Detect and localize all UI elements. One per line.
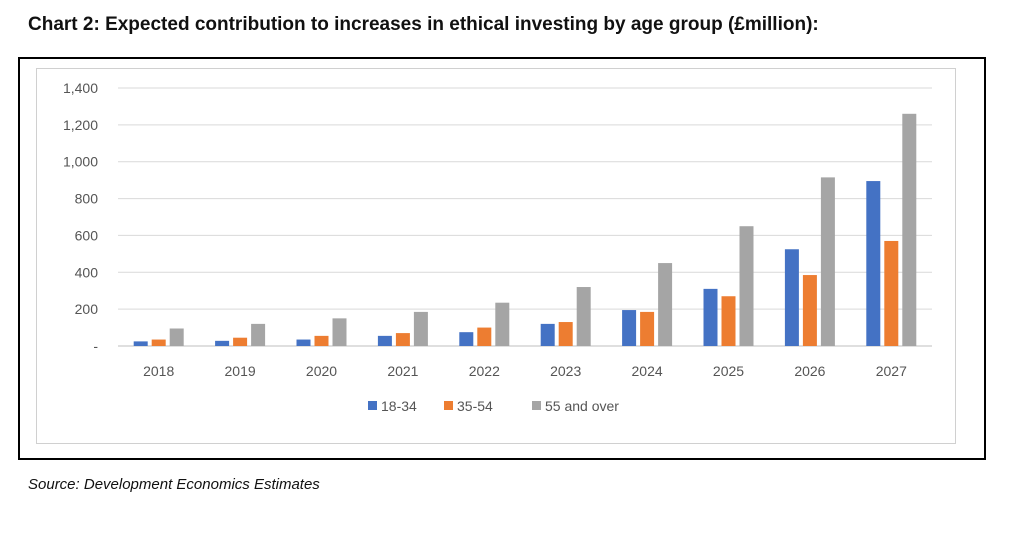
bar-18-34-2023	[540, 323, 555, 346]
bar-35-54-2020	[314, 335, 329, 346]
bar-55-and-over-2024	[658, 263, 673, 346]
bar-35-54-2021	[395, 333, 410, 346]
bar-55-and-over-2025	[739, 226, 754, 346]
y-tick-label: 1,200	[63, 117, 98, 133]
bars	[133, 113, 917, 346]
bar-18-34-2026	[784, 249, 799, 346]
x-tick-label: 2018	[143, 363, 174, 379]
legend-swatch	[532, 401, 541, 410]
bar-55-and-over-2020	[332, 318, 347, 346]
bar-35-54-2023	[558, 322, 573, 346]
bar-18-34-2025	[703, 288, 718, 346]
chart-area	[36, 68, 956, 444]
bar-55-and-over-2019	[251, 323, 266, 346]
source-note: Source: Development Economics Estimates	[28, 476, 320, 493]
bar-18-34-2021	[377, 335, 392, 346]
bar-18-34-2019	[215, 340, 230, 346]
x-tick-label: 2027	[876, 363, 907, 379]
y-tick-label: 1,000	[63, 154, 98, 170]
legend-label: 18-34	[381, 398, 417, 414]
y-tick-label: 200	[75, 301, 99, 317]
x-tick-label: 2022	[469, 363, 500, 379]
y-tick-label: 800	[75, 191, 99, 207]
bar-55-and-over-2027	[902, 113, 917, 346]
chart-frame	[18, 57, 986, 460]
bar-35-54-2019	[233, 337, 248, 346]
bar-18-34-2024	[622, 310, 637, 346]
legend-label: 35-54	[457, 398, 493, 414]
legend-swatch	[444, 401, 453, 410]
x-tick-label: 2020	[306, 363, 337, 379]
y-tick-label: -	[93, 338, 98, 354]
bar-55-and-over-2022	[495, 302, 510, 346]
bar-35-54-2018	[151, 339, 166, 346]
bar-35-54-2024	[640, 311, 655, 346]
legend: 18-34 35-54 55 and over	[368, 398, 619, 414]
x-tick-label: 2024	[632, 363, 663, 379]
bar-35-54-2027	[884, 240, 899, 346]
bar-35-54-2025	[721, 296, 736, 346]
bar-18-34-2027	[866, 181, 881, 346]
bar-35-54-2026	[802, 275, 817, 346]
legend-label: 55 and over	[545, 398, 619, 414]
x-tick-label: 2026	[794, 363, 825, 379]
bar-18-34-2020	[296, 339, 311, 346]
bar-55-and-over-2023	[576, 287, 591, 346]
bar-55-and-over-2021	[413, 311, 428, 346]
x-tick-label: 2023	[550, 363, 581, 379]
y-tick-label: 600	[75, 227, 99, 243]
bar-35-54-2022	[477, 327, 492, 346]
x-tick-label: 2021	[387, 363, 418, 379]
bar-18-34-2022	[459, 332, 474, 346]
chart-title: Chart 2: Expected contribution to increa…	[28, 14, 819, 35]
y-axis-ticks: - 200 400 600 800 1,000 1,200 1,400	[63, 80, 98, 354]
bar-55-and-over-2018	[169, 328, 184, 346]
x-tick-label: 2019	[225, 363, 256, 379]
y-tick-label: 1,400	[63, 80, 98, 96]
x-tick-label: 2025	[713, 363, 744, 379]
bar-18-34-2018	[133, 341, 148, 346]
legend-swatch	[368, 401, 377, 410]
x-axis-ticks: 2018 2019 2020 2021 2022 2023 2024 2025 2026 2027	[143, 363, 907, 379]
y-tick-label: 400	[75, 264, 99, 280]
bar-55-and-over-2026	[820, 177, 835, 346]
